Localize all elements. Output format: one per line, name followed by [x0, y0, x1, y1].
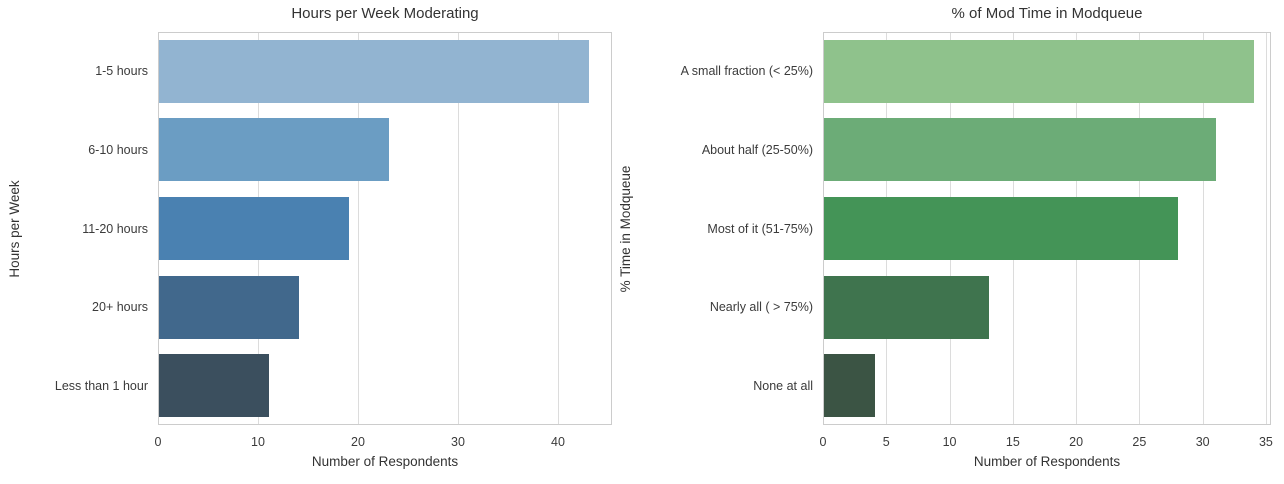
- y-tick-label: About half (25-50%): [701, 142, 813, 157]
- bar-less-than-1-hour: [159, 354, 269, 418]
- gridline: [1265, 32, 1267, 425]
- x-axis-label: Number of Respondents: [311, 454, 459, 469]
- x-tick-label: 30: [1195, 435, 1210, 449]
- y-tick-label: 11-20 hours: [82, 221, 148, 236]
- y-tick-label: Most of it (51-75%): [707, 221, 813, 236]
- bar-most-of-it-51-75: [824, 197, 1178, 260]
- x-tick-label: 0: [154, 435, 162, 449]
- x-tick-label: 10: [942, 435, 957, 449]
- gridline: [458, 32, 459, 425]
- x-tick-label: 35: [1258, 435, 1273, 449]
- bar-6-10-hours: [159, 118, 389, 182]
- x-tick-label: 10: [251, 435, 265, 449]
- plot-area: [158, 32, 612, 425]
- bar-a-small-fraction-25: [824, 39, 1254, 103]
- bar-11-20-hours: [159, 197, 349, 260]
- plot-area: [823, 32, 1271, 425]
- x-axis-label: Number of Respondents: [973, 454, 1121, 469]
- x-tick-label: 0: [819, 435, 827, 449]
- x-tick-label: 25: [1132, 435, 1147, 449]
- gridline: [358, 32, 359, 425]
- x-tick-label: 20: [1069, 435, 1084, 449]
- bar-about-half-25-50: [824, 118, 1216, 182]
- chart-title: % of Mod Time in Modqueue: [951, 5, 1143, 22]
- y-tick-label: A small fraction (< 25%): [680, 64, 813, 79]
- x-tick-label: 5: [882, 435, 890, 449]
- bar-none-at-all: [824, 354, 875, 418]
- x-tick-label: 20: [351, 435, 365, 449]
- y-tick-label: Less than 1 hour: [54, 378, 148, 393]
- y-tick-label: 20+ hours: [92, 300, 148, 315]
- bar-20-hours: [159, 275, 299, 339]
- y-tick-label: 6-10 hours: [88, 142, 148, 157]
- bar-nearly-all-75: [824, 275, 989, 339]
- gridline: [1202, 32, 1204, 425]
- x-tick-label: 30: [451, 435, 465, 449]
- gridline: [558, 32, 559, 425]
- x-tick-label: 15: [1005, 435, 1020, 449]
- bar-1-5-hours: [159, 39, 589, 103]
- y-tick-label: Nearly all ( > 75%): [709, 300, 813, 315]
- y-tick-label: None at all: [753, 378, 813, 393]
- x-tick-label: 40: [551, 435, 565, 449]
- y-tick-label: 1-5 hours: [95, 64, 148, 79]
- chart-title: Hours per Week Moderating: [291, 5, 479, 22]
